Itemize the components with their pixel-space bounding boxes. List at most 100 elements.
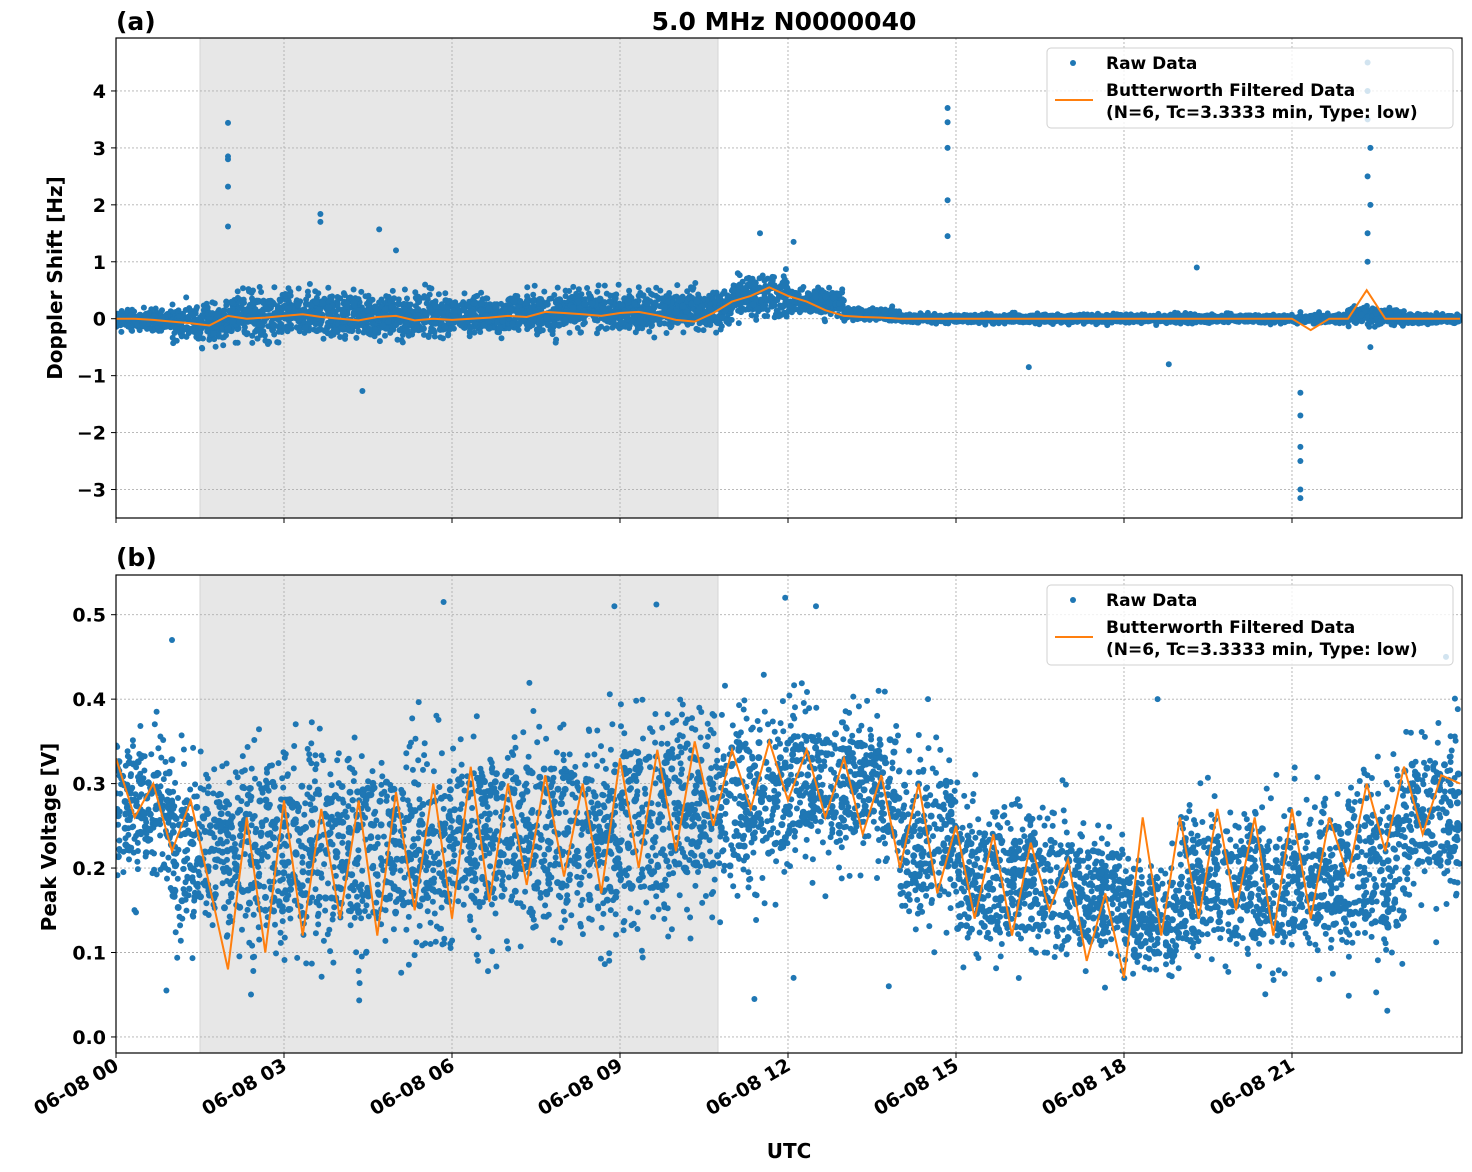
raw-data-point xyxy=(254,335,261,342)
raw-data-point xyxy=(358,288,365,295)
raw-data-point xyxy=(478,299,486,307)
raw-data-point xyxy=(421,293,428,300)
raw-data-point xyxy=(713,329,720,336)
raw-data-point xyxy=(499,317,507,325)
raw-data-point xyxy=(461,290,468,297)
raw-data-point xyxy=(220,342,227,349)
raw-data-point xyxy=(595,282,602,289)
raw-data-point xyxy=(214,311,221,319)
raw-data-point xyxy=(736,301,744,309)
raw-data-point xyxy=(421,331,427,338)
raw-data-point xyxy=(695,326,702,333)
raw-data-point xyxy=(1345,323,1352,330)
raw-data-point xyxy=(270,321,278,329)
raw-data-point xyxy=(183,294,190,301)
raw-data-point xyxy=(295,314,303,322)
raw-data-point xyxy=(684,288,691,295)
raw-data-point xyxy=(471,294,478,301)
raw-data-point xyxy=(594,288,601,295)
raw-data-point xyxy=(529,297,537,305)
raw-data-point xyxy=(566,329,573,336)
raw-data-point xyxy=(478,289,485,296)
raw-data-point xyxy=(228,306,236,314)
raw-data-point xyxy=(295,285,302,292)
raw-data-point xyxy=(651,334,658,341)
raw-data-point xyxy=(759,304,767,312)
raw-data-point xyxy=(414,306,422,313)
raw-data-point xyxy=(315,306,323,314)
raw-data-point xyxy=(258,308,265,316)
raw-data-point xyxy=(530,291,537,298)
raw-data-point xyxy=(812,293,820,301)
raw-data-point xyxy=(403,326,411,334)
raw-data-point xyxy=(224,325,232,333)
raw-data-point xyxy=(118,308,125,314)
raw-data-point xyxy=(223,298,230,305)
raw-data-point xyxy=(466,324,474,331)
raw-data-point xyxy=(382,332,388,339)
raw-data-point xyxy=(513,308,521,316)
raw-data-point xyxy=(381,305,389,313)
raw-data-point xyxy=(497,309,505,317)
raw-data-point xyxy=(450,325,457,332)
raw-data-point xyxy=(544,321,552,329)
raw-data-point xyxy=(659,295,667,303)
raw-data-point xyxy=(575,286,582,293)
raw-data-point xyxy=(1358,311,1365,319)
raw-data-point xyxy=(477,307,485,315)
raw-data-point xyxy=(284,305,292,313)
raw-data-point xyxy=(606,298,614,305)
raw-data-point xyxy=(753,316,760,323)
raw-data-point xyxy=(693,297,701,305)
raw-data-point xyxy=(282,291,289,297)
raw-data-point xyxy=(498,335,505,342)
raw-data-point xyxy=(435,291,442,298)
raw-data-point xyxy=(574,325,581,331)
raw-data-point xyxy=(210,330,218,337)
raw-data-point xyxy=(562,293,569,300)
panel-label-b: (b) xyxy=(116,543,157,572)
raw-data-point xyxy=(256,326,264,334)
raw-data-point xyxy=(632,329,639,336)
y-axis-label-a: Doppler Shift [Hz] xyxy=(43,176,67,380)
raw-data-point xyxy=(211,336,218,343)
raw-data-point xyxy=(188,311,196,319)
raw-data-point xyxy=(266,339,273,346)
raw-data-point xyxy=(676,297,683,305)
raw-data-point xyxy=(173,337,180,344)
raw-data-point xyxy=(510,297,518,305)
raw-data-point xyxy=(648,314,656,322)
raw-data-point xyxy=(250,287,256,294)
raw-data-point xyxy=(195,324,203,331)
raw-data-point xyxy=(422,309,430,317)
raw-data-point xyxy=(729,286,737,294)
raw-data-point xyxy=(623,313,631,321)
raw-data-point xyxy=(450,307,458,315)
raw-data-point xyxy=(304,288,311,295)
raw-data-point xyxy=(415,298,423,306)
raw-data-point xyxy=(783,313,790,320)
raw-data-point xyxy=(425,332,432,339)
raw-data-point xyxy=(599,305,607,313)
raw-data-point xyxy=(556,296,564,304)
raw-data-point xyxy=(761,277,768,284)
raw-data-point xyxy=(1302,314,1310,322)
raw-data-point xyxy=(393,321,400,328)
raw-data-point xyxy=(577,329,584,336)
raw-data-point xyxy=(426,284,433,291)
raw-data-point xyxy=(648,290,655,297)
raw-data-point xyxy=(265,323,272,330)
raw-data-point xyxy=(407,301,414,308)
raw-data-point xyxy=(562,308,570,316)
raw-data-point xyxy=(334,301,341,308)
raw-data-point xyxy=(1025,314,1032,322)
raw-data-point xyxy=(332,327,340,334)
raw-data-point xyxy=(195,330,203,338)
raw-data-point xyxy=(715,295,723,303)
raw-data-point xyxy=(663,330,670,336)
raw-data-point xyxy=(651,299,659,307)
raw-data-point xyxy=(552,339,559,346)
raw-data-point xyxy=(178,333,185,340)
raw-data-point xyxy=(643,299,651,307)
raw-data-point xyxy=(272,309,280,317)
